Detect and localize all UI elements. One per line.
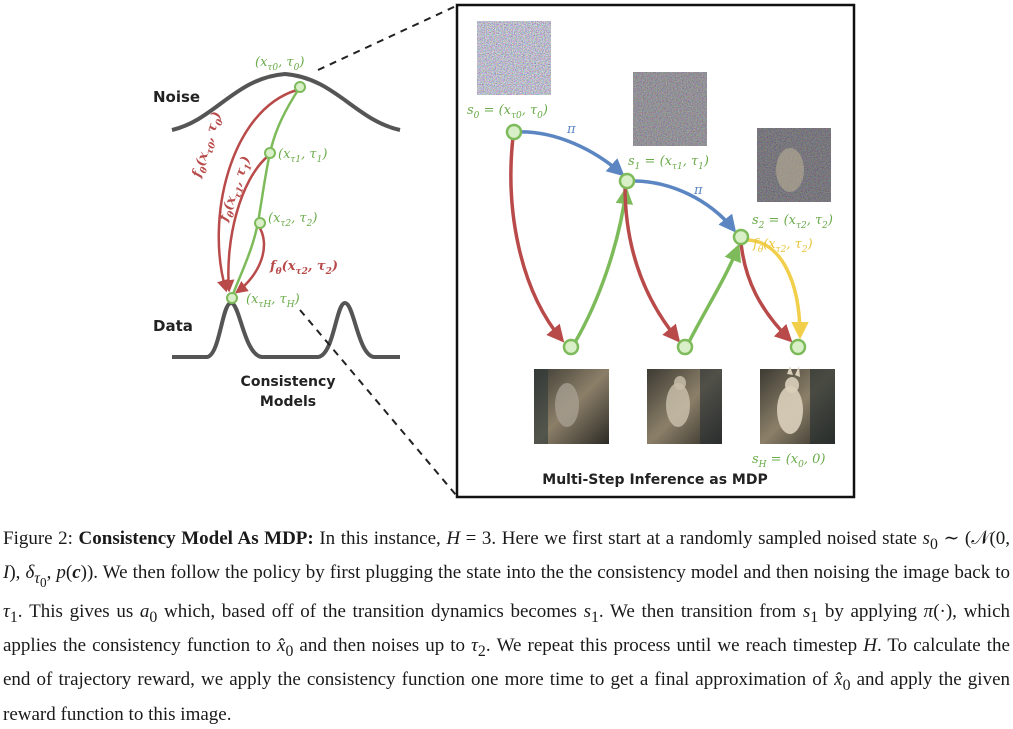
mdp-title: Multi-Step Inference as MDP	[542, 472, 767, 488]
figure-diagram: Noise Data (xτ0, τ0) (xτ1, τ1) (xτ2, τ2)…	[153, 3, 856, 499]
green-mdp-arrow-1	[572, 186, 634, 345]
label-f-tau2: fθ(xτ2, τ2)	[269, 259, 338, 277]
red-mdp-arrow-2	[623, 185, 681, 343]
node-tau2	[254, 217, 266, 229]
label-s1: s1 = (xτ1, τ1)	[628, 154, 709, 172]
node-tauH	[226, 292, 238, 304]
red-arrow-1	[217, 88, 298, 293]
consistency-caption-1: Consistency	[241, 374, 336, 390]
caption-prefix: Figure 2:	[3, 528, 73, 549]
consistency-caption-2: Models	[260, 394, 316, 410]
label-sH: sH = (x0, 0)	[752, 452, 825, 470]
label-x-tauH: (xτH, τH)	[246, 292, 300, 310]
mdp-node-s1	[618, 172, 636, 190]
red-mdp-arrow-3	[739, 242, 793, 343]
data-image-2	[647, 369, 722, 444]
policy-arrow-1	[515, 130, 625, 177]
node-tau1	[264, 147, 276, 159]
yellow-mdp-arrow	[745, 238, 809, 340]
mdp-node-end-3	[789, 338, 807, 356]
figure-caption: Figure 2: Consistency Model As MDP: In t…	[3, 525, 1010, 729]
data-image-1	[534, 369, 609, 444]
caption-title: Consistency Model As MDP:	[78, 528, 314, 549]
label-f-s2: fθ(xτ2, τ2)	[752, 237, 813, 255]
green-trajectory	[230, 86, 302, 298]
data-image-3	[760, 366, 835, 444]
red-arrow-3	[234, 224, 266, 294]
noise-label: Noise	[153, 88, 200, 106]
mdp-node-end-2	[676, 338, 694, 356]
label-s0: s0 = (xτ0, τ0)	[467, 103, 548, 121]
policy-label-1: π	[566, 122, 576, 137]
red-arrow-2	[221, 155, 269, 293]
caption-body: In this instance, H = 3. Here we first s…	[3, 528, 1011, 725]
noise-image-s1	[633, 72, 707, 146]
right-panel: s0 = (xτ0, τ0) s1 = (xτ1, τ1) s2 = (xτ2,…	[455, 3, 856, 499]
noise-curve	[171, 71, 401, 132]
label-x-tau1: (xτ1, τ1)	[278, 147, 327, 165]
zoom-line-top	[317, 5, 457, 71]
mdp-node-end-1	[562, 338, 580, 356]
red-mdp-arrow-1	[509, 136, 565, 343]
noise-image-s0	[477, 21, 551, 95]
policy-arrow-2	[629, 179, 737, 233]
data-curve	[172, 300, 400, 359]
mdp-node-s2	[732, 228, 750, 246]
left-panel: Noise Data (xτ0, τ0) (xτ1, τ1) (xτ2, τ2)…	[153, 55, 401, 410]
node-tau0	[294, 81, 306, 93]
label-x-tau0: (xτ0, τ0)	[255, 55, 304, 73]
label-x-tau2: (xτ2, τ2)	[268, 211, 317, 229]
zoom-line-bottom	[299, 309, 457, 496]
mdp-node-s0	[505, 123, 523, 141]
data-label: Data	[153, 317, 193, 335]
policy-label-2: π	[693, 183, 703, 198]
green-mdp-arrow-2	[686, 243, 742, 345]
label-s2: s2 = (xτ2, τ2)	[752, 213, 833, 231]
